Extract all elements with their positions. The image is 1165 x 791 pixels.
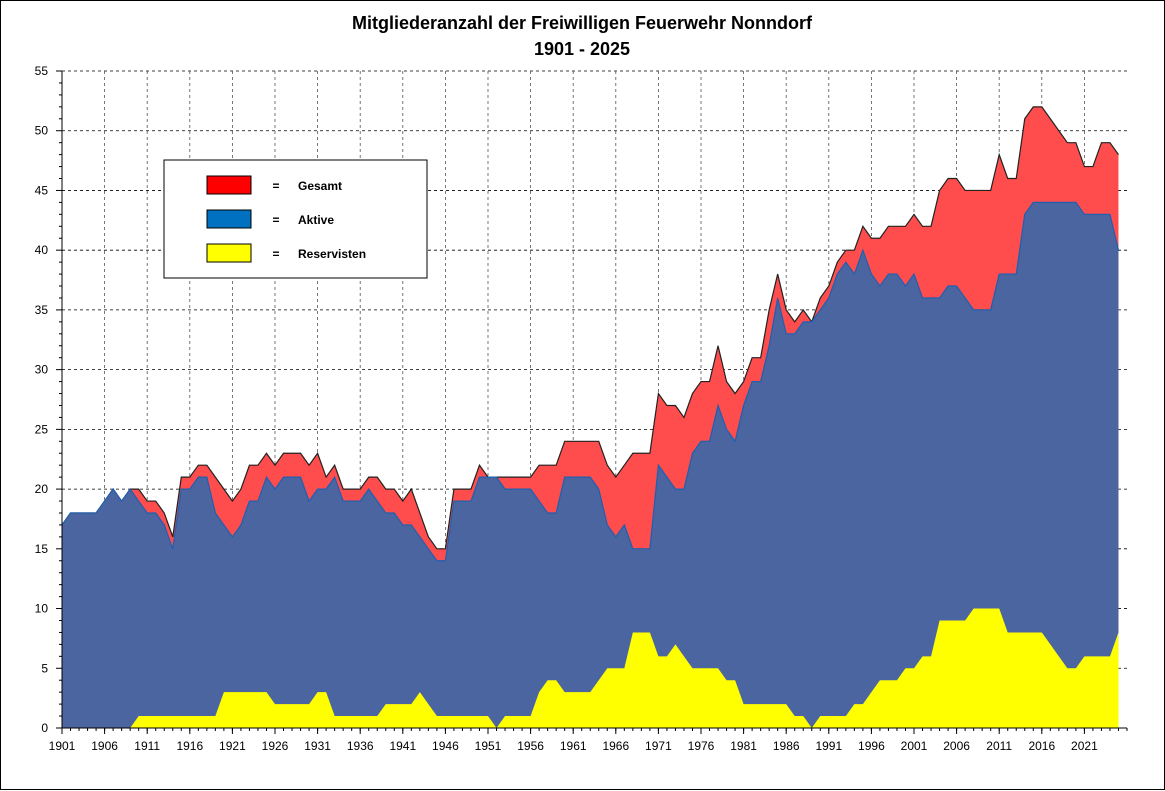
x-tick-label: 1986: [773, 739, 800, 753]
legend-label-aktive: Aktive: [298, 213, 334, 227]
y-tick-label: 45: [35, 183, 49, 197]
x-tick-label: 1926: [262, 739, 289, 753]
legend-label-reservisten: Reservisten: [298, 247, 366, 261]
legend-separator: =: [272, 247, 279, 261]
x-tick-label: 1936: [347, 739, 374, 753]
x-tick-label: 1911: [134, 739, 160, 753]
x-tick-label: 2016: [1028, 739, 1055, 753]
y-tick-label: 55: [35, 64, 49, 78]
x-tick-label: 1976: [688, 739, 715, 753]
x-tick-label: 1901: [49, 739, 76, 753]
line-gesamt: [61, 106, 1119, 550]
y-tick-label: 10: [35, 602, 49, 616]
legend-separator: =: [272, 179, 279, 193]
plot-areas: [61, 106, 1120, 729]
y-tick-label: 5: [41, 661, 48, 675]
legend-separator: =: [272, 213, 279, 227]
legend: = Gesamt = Aktive = Reservisten: [163, 159, 428, 279]
x-tick-label: 2011: [986, 739, 1012, 753]
x-tick-label: 1951: [475, 739, 502, 753]
x-tick-label: 2021: [1071, 739, 1098, 753]
x-tick-label: 1996: [858, 739, 885, 753]
x-tick-label: 2001: [901, 739, 928, 753]
x-tick-label: 1921: [219, 739, 246, 753]
legend-box: [163, 159, 428, 279]
x-tick-label: 1961: [560, 739, 587, 753]
x-tick-label: 1941: [389, 739, 416, 753]
y-tick-label: 40: [35, 243, 49, 257]
y-tick-label: 35: [35, 303, 49, 317]
area-aktive: [62, 202, 1119, 728]
y-tick-label: 0: [41, 721, 48, 735]
axes: 0 5 10 15 20 25 30 35 40 45 50 55 1901 1906 1911 1916 19…: [35, 64, 1128, 753]
x-tick-label: 1946: [432, 739, 459, 753]
x-tick-label: 1906: [91, 739, 118, 753]
legend-label-gesamt: Gesamt: [298, 179, 342, 193]
chart-subtitle: 1901 - 2025: [534, 39, 630, 59]
x-tick-label: 2006: [943, 739, 970, 753]
x-tick-label: 1966: [602, 739, 629, 753]
x-tick-label: 1956: [517, 739, 544, 753]
y-tick-label: 30: [35, 363, 49, 377]
y-tick-label: 15: [35, 542, 49, 556]
area-reservisten: [62, 608, 1119, 728]
legend-swatch-reservisten: [206, 243, 252, 263]
y-tick-label: 50: [35, 124, 49, 138]
legend-swatch-gesamt: [206, 175, 252, 195]
legend-swatch-aktive: [206, 209, 252, 229]
x-tick-label: 1916: [176, 739, 203, 753]
y-tick-label: 25: [35, 422, 49, 436]
x-tick-label: 1981: [730, 739, 757, 753]
y-tick-label: 20: [35, 482, 49, 496]
x-tick-label: 1931: [304, 739, 331, 753]
x-tick-label: 1991: [815, 739, 842, 753]
x-tick-label: 1971: [645, 739, 672, 753]
chart-title: Mitgliederanzahl der Freiwilligen Feuerw…: [352, 13, 813, 33]
line-aktive: [61, 201, 1120, 562]
